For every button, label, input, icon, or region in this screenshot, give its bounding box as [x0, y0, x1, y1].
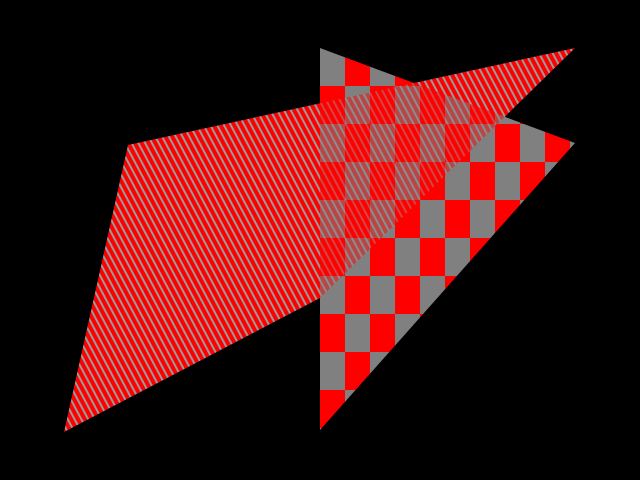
striped-quadrilateral: [64, 48, 575, 432]
translucent-overlap-region: [320, 48, 575, 430]
